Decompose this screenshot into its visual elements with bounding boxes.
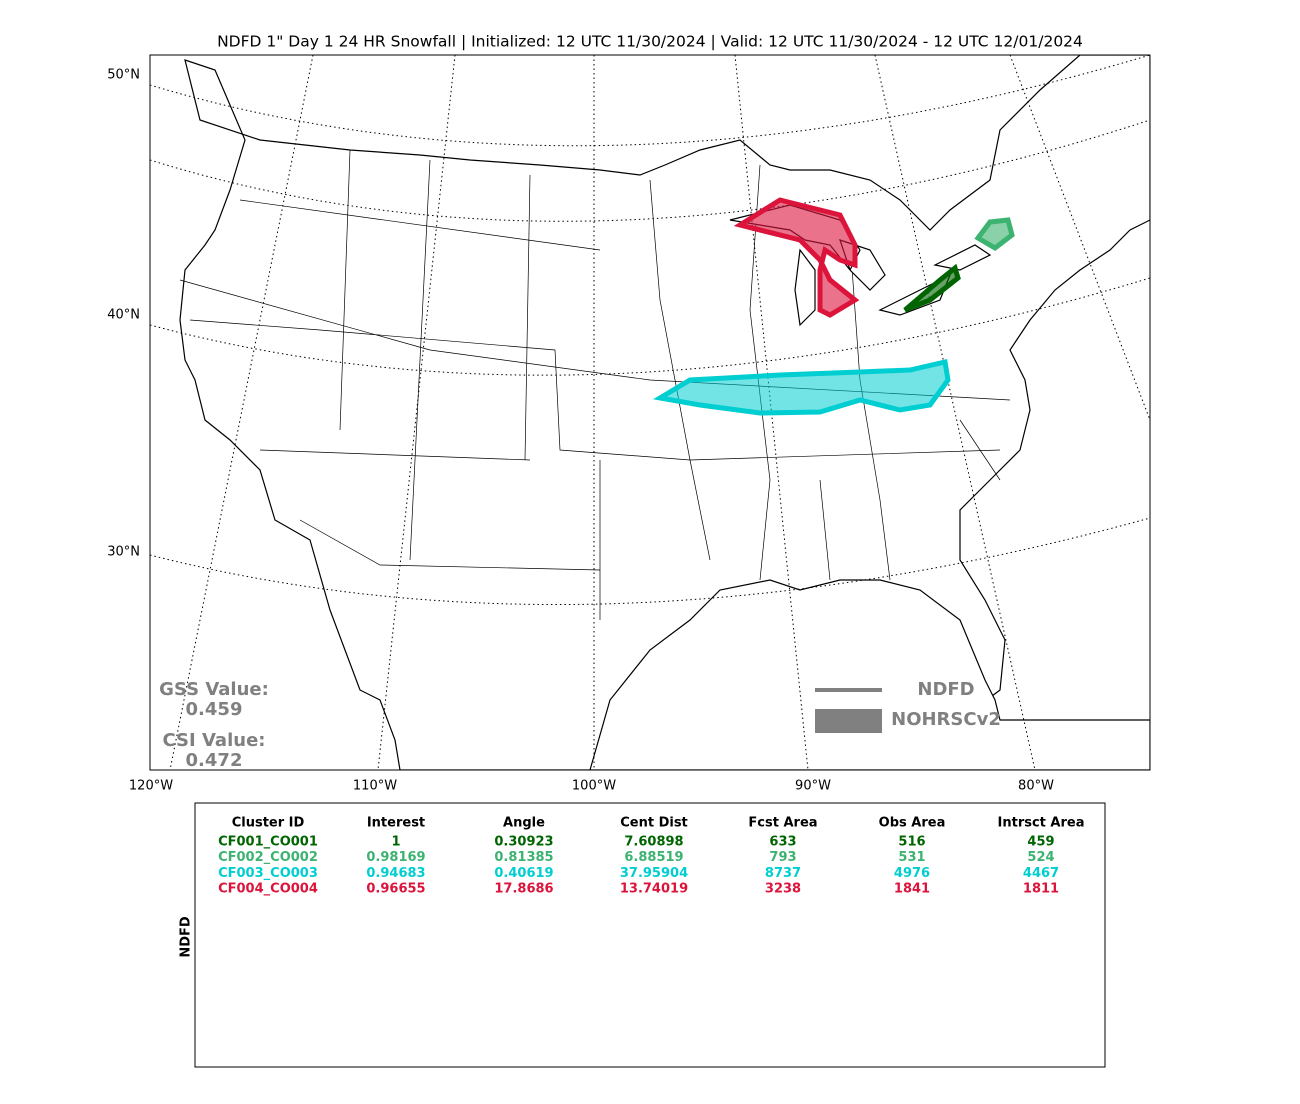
table-cell: CF001_CO001 [218, 835, 318, 850]
csi-value: 0.472 [186, 750, 243, 771]
map-content [150, 55, 1150, 770]
table-cell: 0.98169 [366, 850, 425, 865]
gss-value: 0.459 [186, 699, 243, 720]
table-cell: 0.81385 [494, 850, 553, 865]
table-cell: 7.60898 [624, 835, 683, 850]
table-cell: 531 [898, 850, 925, 865]
table-cell: 3238 [765, 882, 801, 897]
lat-label: 30°N [107, 545, 140, 560]
table-cell: 0.30923 [494, 835, 553, 850]
column-header: Fcst Area [748, 816, 817, 831]
lat-label: 50°N [107, 68, 140, 83]
table-cell: CF002_CO002 [218, 850, 318, 865]
column-header: Cent Dist [620, 816, 688, 831]
legend-label: NOHRSCv2 [891, 709, 1001, 730]
table-cell: 0.96655 [366, 882, 425, 897]
table-cell: 37.95904 [620, 866, 688, 881]
column-header: Cluster ID [232, 816, 305, 831]
csi-label: CSI Value: [163, 730, 266, 751]
gulf-coast [589, 579, 1150, 770]
table-cell: 6.88519 [624, 850, 683, 865]
table-cell: 793 [769, 850, 796, 865]
map: 50°N 40°N 30°N 120°W 110°W 100°W 90°W 80… [107, 54, 1151, 794]
table-cell: 17.8686 [494, 882, 553, 897]
table-cell: 1841 [894, 882, 930, 897]
lon-label: 110°W [353, 779, 397, 794]
cluster-cf004 [733, 197, 860, 318]
table-cell: 524 [1027, 850, 1054, 865]
lon-label: 100°W [572, 779, 616, 794]
cluster-cf001 [903, 263, 961, 313]
title: NDFD 1" Day 1 24 HR Snowfall | Initializ… [217, 33, 1083, 51]
table-cell: 4976 [894, 866, 930, 881]
table-cell: 1 [391, 835, 400, 850]
map-frame [149, 54, 1151, 771]
column-header: Interest [367, 816, 425, 831]
column-header: Intrsct Area [998, 816, 1085, 831]
table-frame [194, 802, 1106, 1068]
longitude-lines [169, 55, 1150, 770]
lat-label: 40°N [107, 308, 140, 323]
table-cell: 1811 [1023, 882, 1059, 897]
cluster-cf002 [974, 217, 1015, 252]
table-cell: 0.40619 [494, 866, 553, 881]
table-cell: 0.94683 [366, 866, 425, 881]
stats-table: NDFD Cluster ID Interest Angle Cent Dist Fcs… [179, 802, 1106, 1068]
table-cell: 4467 [1023, 866, 1059, 881]
lon-label: 90°W [795, 779, 831, 794]
table-cell: CF003_CO003 [218, 866, 318, 881]
table-cell: 516 [898, 835, 925, 850]
legend-label: NDFD [917, 679, 974, 700]
table-side-label: NDFD [179, 916, 194, 958]
table-cell: 8737 [765, 866, 801, 881]
lon-label: 80°W [1018, 779, 1054, 794]
table-cell: CF004_CO004 [218, 882, 318, 897]
column-header: Obs Area [879, 816, 946, 831]
cluster-cf003 [652, 358, 951, 416]
legend-patch [815, 709, 882, 733]
table-cell: 459 [1027, 835, 1054, 850]
table-cell: 13.74019 [620, 882, 688, 897]
lon-label: 120°W [129, 779, 173, 794]
gss-label: GSS Value: [159, 679, 269, 700]
table-cell: 633 [769, 835, 796, 850]
column-header: Angle [503, 816, 545, 831]
